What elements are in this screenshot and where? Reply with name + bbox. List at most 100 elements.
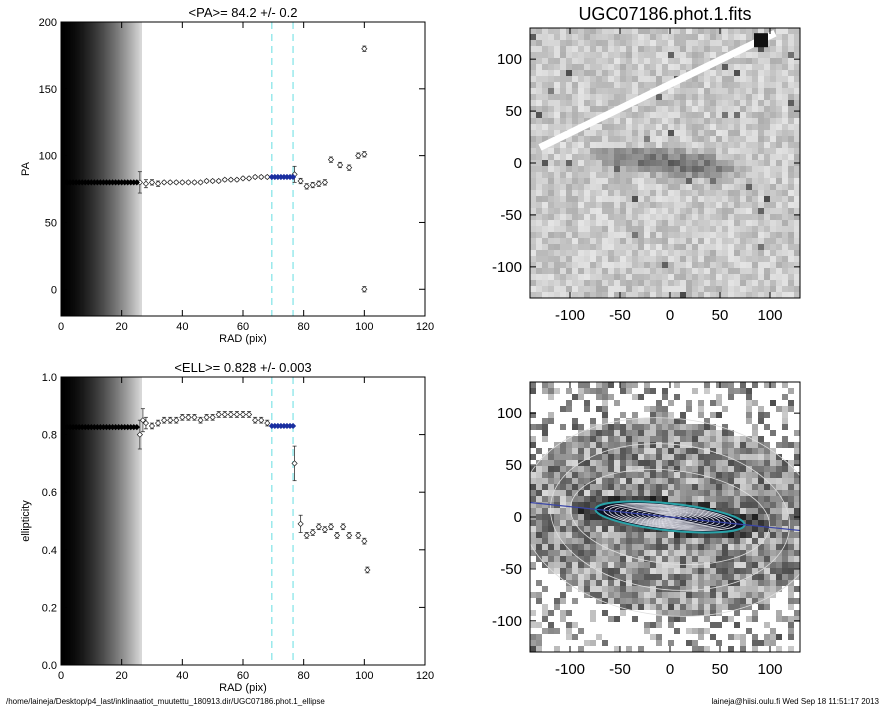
image-pixel: [770, 148, 776, 154]
image-pixel: [686, 82, 692, 88]
image-pixel: [590, 598, 596, 604]
image-pixel: [530, 100, 536, 106]
image-pixel: [794, 550, 800, 556]
image-pixel: [776, 76, 782, 82]
image-pixel: [674, 208, 680, 214]
image-pixel: [704, 226, 710, 232]
image-pixel: [626, 646, 632, 652]
image-pixel: [656, 454, 662, 460]
image-pixel: [722, 412, 728, 418]
image-pixel: [644, 148, 650, 154]
image-pixel: [776, 472, 782, 478]
image-pixel: [650, 136, 656, 142]
image-pixel: [722, 250, 728, 256]
image-pixel: [536, 466, 542, 472]
image-pixel: [548, 424, 554, 430]
image-pixel: [770, 466, 776, 472]
image-pixel: [602, 70, 608, 76]
image-pixel: [584, 388, 590, 394]
data-point: [361, 538, 368, 545]
image-pixel: [734, 466, 740, 472]
image-pixel: [560, 226, 566, 232]
image-pixel: [620, 406, 626, 412]
image-pixel: [770, 154, 776, 160]
image-pixel: [596, 592, 602, 598]
image-pixel: [728, 130, 734, 136]
image-pixel: [584, 202, 590, 208]
image-pixel: [716, 238, 722, 244]
image-pixel: [770, 580, 776, 586]
image-pixel: [674, 646, 680, 652]
image-pixel: [620, 82, 626, 88]
image-pixel: [596, 40, 602, 46]
image-pixel: [536, 88, 542, 94]
image-pixel: [548, 232, 554, 238]
image-pixel: [746, 382, 752, 388]
image-pixel: [554, 454, 560, 460]
image-pixel: [722, 634, 728, 640]
image-pixel: [698, 28, 704, 34]
image-pixel: [530, 52, 536, 58]
image-pixel: [764, 232, 770, 238]
image-pixel: [764, 166, 770, 172]
image-pixel: [704, 568, 710, 574]
image-pixel: [776, 616, 782, 622]
image-pixel: [602, 490, 608, 496]
image-pixel: [698, 82, 704, 88]
radial-band-stripe: [138, 22, 141, 316]
image-pixel: [674, 160, 680, 166]
image-pixel: [578, 256, 584, 262]
image-pixel: [638, 214, 644, 220]
image-pixel: [620, 532, 626, 538]
image-pixel: [704, 538, 710, 544]
image-pixel: [686, 592, 692, 598]
image-pixel: [782, 484, 788, 490]
radial-band-stripe: [88, 377, 91, 665]
image-pixel: [704, 154, 710, 160]
image-pixel: [794, 124, 800, 130]
image-pixel: [566, 526, 572, 532]
image-pixel: [620, 154, 626, 160]
image-pixel: [704, 88, 710, 94]
image-pixel: [644, 604, 650, 610]
image-pixel: [782, 244, 788, 250]
image-pixel: [752, 550, 758, 556]
image-pixel: [692, 646, 698, 652]
image-pixel: [668, 454, 674, 460]
image-pixel: [584, 574, 590, 580]
image-pixel: [608, 292, 614, 298]
image-pixel: [794, 586, 800, 592]
image-pixel: [578, 502, 584, 508]
image-pixel: [548, 580, 554, 586]
image-pixel: [578, 388, 584, 394]
image-pixel: [680, 388, 686, 394]
y-tick-label: 50: [505, 457, 522, 474]
image-pixel: [608, 166, 614, 172]
image-pixel: [674, 388, 680, 394]
image-pixel: [614, 148, 620, 154]
image-pixel: [584, 250, 590, 256]
image-pixel: [788, 544, 794, 550]
image-pixel: [536, 100, 542, 106]
image-pixel: [710, 34, 716, 40]
image-pixel: [788, 610, 794, 616]
image-pixel: [788, 178, 794, 184]
image-pixel: [644, 418, 650, 424]
image-pixel: [548, 82, 554, 88]
image-pixel: [674, 418, 680, 424]
image-pixel: [734, 82, 740, 88]
image-pixel: [662, 208, 668, 214]
image-pixel: [644, 286, 650, 292]
image-pixel: [674, 52, 680, 58]
image-pixel: [722, 508, 728, 514]
image-pixel: [770, 244, 776, 250]
image-pixel: [590, 490, 596, 496]
image-pixel: [554, 592, 560, 598]
image-pixel: [554, 466, 560, 472]
image-pixel: [548, 640, 554, 646]
image-pixel: [692, 580, 698, 586]
image-pixel: [560, 280, 566, 286]
image-pixel: [644, 538, 650, 544]
image-pixel: [590, 244, 596, 250]
image-pixel: [560, 274, 566, 280]
